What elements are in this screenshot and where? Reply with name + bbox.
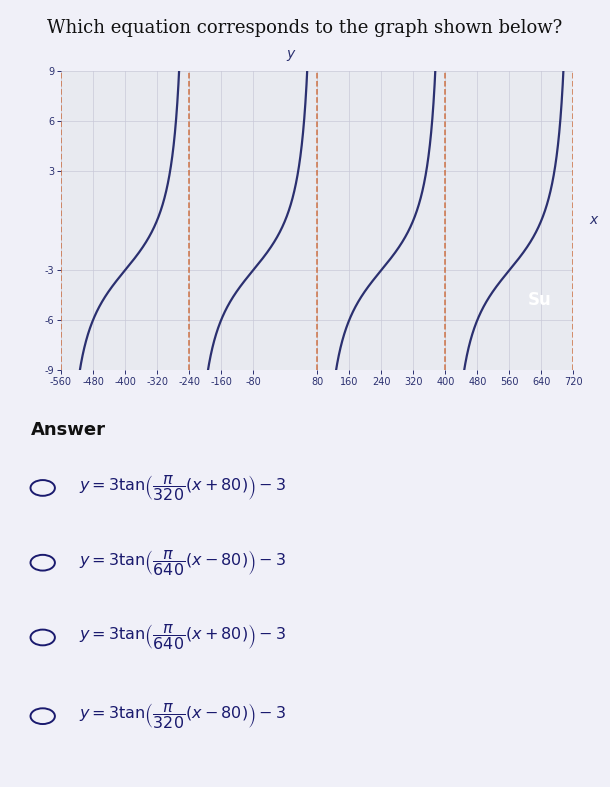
Text: y: y [287,47,295,61]
Text: $y=3\tan\!\left(\dfrac{\pi}{640}(x-80)\right)-3$: $y=3\tan\!\left(\dfrac{\pi}{640}(x-80)\r… [79,548,286,578]
Text: $y=3\tan\!\left(\dfrac{\pi}{320}(x-80)\right)-3$: $y=3\tan\!\left(\dfrac{\pi}{320}(x-80)\r… [79,701,286,731]
Text: x: x [589,213,598,227]
Text: Su: Su [528,291,551,309]
Text: $y=3\tan\!\left(\dfrac{\pi}{640}(x+80)\right)-3$: $y=3\tan\!\left(\dfrac{\pi}{640}(x+80)\r… [79,623,286,652]
Text: Answer: Answer [30,421,106,439]
Text: $y=3\tan\!\left(\dfrac{\pi}{320}(x+80)\right)-3$: $y=3\tan\!\left(\dfrac{\pi}{320}(x+80)\r… [79,473,286,503]
Text: Which equation corresponds to the graph shown below?: Which equation corresponds to the graph … [48,19,562,36]
